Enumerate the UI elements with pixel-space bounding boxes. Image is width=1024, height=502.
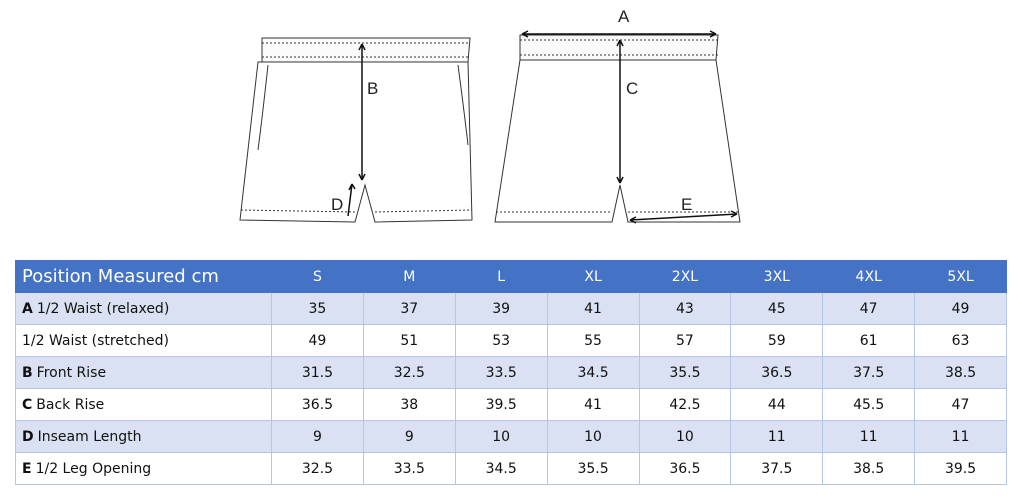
value-cell: 63 <box>914 324 1007 357</box>
row-label-cell: B Front Rise <box>15 356 272 389</box>
table-row: E 1/2 Leg Opening 32.5 33.5 34.5 35.5 36.5 37.5… <box>15 452 1007 485</box>
value-cell: 38 <box>362 388 456 421</box>
row-label: Back Rise <box>36 396 105 413</box>
row-label: 1/2 Waist (relaxed) <box>36 300 170 317</box>
value-cell: 36.5 <box>730 356 824 389</box>
row-label-cell: D Inseam Length <box>15 420 272 453</box>
value-cell: 51 <box>362 324 456 357</box>
value-cell: 11 <box>914 420 1007 453</box>
back-view <box>494 34 741 223</box>
header-row: Position Measured cm S M L XL 2XL 3XL 4XL 5XL <box>15 260 1007 293</box>
table-row: A 1/2 Waist (relaxed) 35 37 39 41 43 45 47 49 <box>15 292 1007 325</box>
value-cell: 33.5 <box>454 356 548 389</box>
value-cell: 38.5 <box>914 356 1007 389</box>
size-header: S <box>271 260 364 293</box>
row-letter: E <box>22 460 32 477</box>
header-title: Position Measured cm <box>15 260 272 293</box>
row-label: 1/2 Waist (stretched) <box>22 332 169 349</box>
row-letter: D <box>22 428 34 445</box>
value-cell: 43 <box>638 292 732 325</box>
value-cell: 55 <box>546 324 640 357</box>
size-header: M <box>362 260 456 293</box>
value-cell: 39.5 <box>914 452 1007 485</box>
row-label: Front Rise <box>36 364 107 381</box>
value-cell: 37.5 <box>822 356 916 389</box>
value-cell: 33.5 <box>362 452 456 485</box>
value-cell: 57 <box>638 324 732 357</box>
value-cell: 34.5 <box>454 452 548 485</box>
value-cell: 41 <box>546 388 640 421</box>
row-label-cell: E 1/2 Leg Opening <box>15 452 272 485</box>
row-letter: A <box>22 300 33 317</box>
row-label: Inseam Length <box>37 428 142 445</box>
shorts-diagram: A B C D E <box>239 7 741 224</box>
measure-arrows <box>347 30 738 224</box>
measure-label: B <box>367 79 378 98</box>
value-cell: 47 <box>914 388 1007 421</box>
value-cell: 37.5 <box>730 452 824 485</box>
row-letter: B <box>22 364 33 381</box>
value-cell: 45 <box>730 292 824 325</box>
measure-label: A <box>618 7 630 26</box>
value-cell: 38.5 <box>822 452 916 485</box>
measure-label: C <box>626 79 638 98</box>
value-cell: 61 <box>822 324 916 357</box>
front-view <box>239 37 473 223</box>
value-cell: 9 <box>362 420 456 453</box>
value-cell: 11 <box>730 420 824 453</box>
value-cell: 10 <box>546 420 640 453</box>
row-label: 1/2 Leg Opening <box>35 460 152 477</box>
value-cell: 39 <box>454 292 548 325</box>
size-header: 3XL <box>730 260 824 293</box>
value-cell: 32.5 <box>362 356 456 389</box>
row-label-cell: C Back Rise <box>15 388 272 421</box>
value-cell: 35.5 <box>546 452 640 485</box>
value-cell: 34.5 <box>546 356 640 389</box>
value-cell: 42.5 <box>638 388 732 421</box>
row-letter: C <box>22 396 33 413</box>
value-cell: 49 <box>914 292 1007 325</box>
value-cell: 59 <box>730 324 824 357</box>
measure-label: D <box>331 195 343 214</box>
value-cell: 31.5 <box>271 356 364 389</box>
value-cell: 9 <box>271 420 364 453</box>
size-header: XL <box>546 260 640 293</box>
table-row: 1/2 Waist (stretched) 49 51 53 55 57 59 61 63 <box>15 324 1007 357</box>
value-cell: 41 <box>546 292 640 325</box>
value-cell: 35 <box>271 292 364 325</box>
value-cell: 44 <box>730 388 824 421</box>
value-cell: 37 <box>362 292 456 325</box>
size-header: 4XL <box>822 260 916 293</box>
value-cell: 11 <box>822 420 916 453</box>
value-cell: 35.5 <box>638 356 732 389</box>
value-cell: 45.5 <box>822 388 916 421</box>
size-header: 2XL <box>638 260 732 293</box>
table-row: D Inseam Length 9 9 10 10 10 11 11 11 <box>15 420 1007 453</box>
size-table: Position Measured cm S M L XL 2XL 3XL 4XL 5XL A 1/… <box>15 260 1007 485</box>
row-label-cell: 1/2 Waist (stretched) <box>15 324 272 357</box>
measure-label: E <box>681 195 692 214</box>
table-row: C Back Rise 36.5 38 39.5 41 42.5 44 45.5 47 <box>15 388 1007 421</box>
value-cell: 53 <box>454 324 548 357</box>
value-cell: 10 <box>638 420 732 453</box>
value-cell: 47 <box>822 292 916 325</box>
row-label-cell: A 1/2 Waist (relaxed) <box>15 292 272 325</box>
value-cell: 49 <box>271 324 364 357</box>
value-cell: 36.5 <box>271 388 364 421</box>
value-cell: 36.5 <box>638 452 732 485</box>
value-cell: 39.5 <box>454 388 548 421</box>
value-cell: 32.5 <box>271 452 364 485</box>
table-row: B Front Rise 31.5 32.5 33.5 34.5 35.5 36.5 37.5 3… <box>15 356 1007 389</box>
value-cell: 10 <box>454 420 548 453</box>
size-header: L <box>454 260 548 293</box>
size-header: 5XL <box>914 260 1007 293</box>
